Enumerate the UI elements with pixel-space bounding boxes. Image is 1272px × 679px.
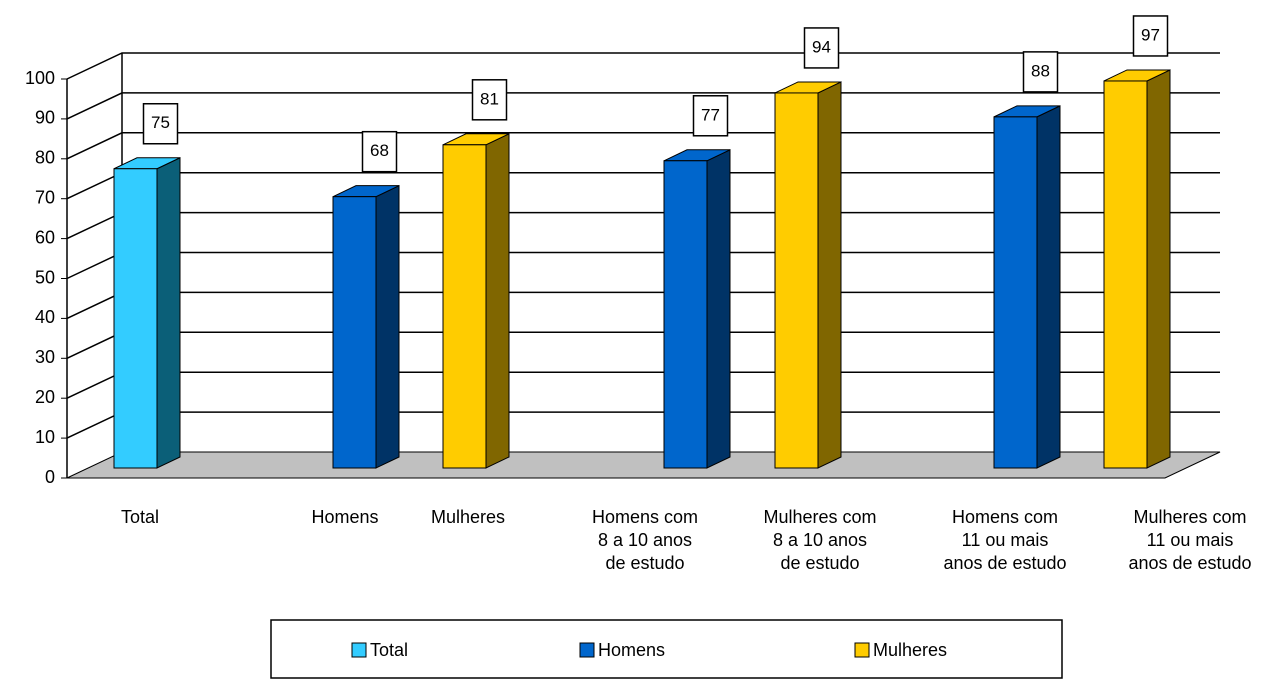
legend-label: Total bbox=[370, 640, 408, 660]
bar-side bbox=[375, 184, 400, 469]
value-label: 94 bbox=[812, 37, 831, 56]
value-label: 81 bbox=[480, 89, 499, 108]
y-tick-label: 60 bbox=[35, 227, 55, 247]
bar bbox=[663, 160, 708, 469]
y-tick-label: 80 bbox=[35, 148, 55, 168]
bar bbox=[442, 144, 487, 469]
value-label-box bbox=[1132, 15, 1169, 57]
value-label-box bbox=[692, 95, 729, 137]
bar bbox=[993, 116, 1038, 469]
value-label-box bbox=[471, 79, 508, 121]
value-label: 77 bbox=[701, 105, 720, 124]
legend-swatch bbox=[854, 642, 870, 658]
bar-side bbox=[817, 81, 842, 469]
value-label: 97 bbox=[1141, 25, 1160, 44]
x-tick-label: Homens com bbox=[952, 507, 1058, 527]
y-tick-label: 50 bbox=[35, 267, 55, 287]
bar-side bbox=[156, 156, 181, 469]
y-tick-label: 30 bbox=[35, 347, 55, 367]
x-tick-label: Mulheres com bbox=[1133, 507, 1246, 527]
x-tick-label: Mulheres bbox=[431, 507, 505, 527]
legend-swatch bbox=[579, 642, 595, 658]
x-tick-label: Total bbox=[121, 507, 159, 527]
bar-side bbox=[706, 148, 731, 469]
y-tick-label: 20 bbox=[35, 387, 55, 407]
legend-label: Homens bbox=[598, 640, 665, 660]
x-tick-label: de estudo bbox=[780, 553, 859, 573]
x-tick-label: 11 ou mais bbox=[962, 530, 1049, 550]
legend-swatch bbox=[351, 642, 367, 658]
legend bbox=[270, 619, 1063, 679]
bar bbox=[774, 92, 819, 469]
value-label-box bbox=[361, 130, 398, 173]
x-tick-label: 11 ou mais bbox=[1147, 530, 1234, 550]
x-tick-label: de estudo bbox=[605, 553, 684, 573]
legend-label: Mulheres bbox=[873, 640, 947, 660]
x-tick-label: anos de estudo bbox=[943, 553, 1066, 573]
x-tick-label: Mulheres com bbox=[763, 507, 876, 527]
y-tick-label: 100 bbox=[25, 68, 55, 88]
x-tick-label: Homens com bbox=[592, 507, 698, 527]
bar bbox=[113, 168, 158, 469]
y-tick-label: 70 bbox=[35, 187, 55, 207]
y-tick-label: 0 bbox=[45, 467, 55, 487]
bar-side bbox=[1146, 69, 1171, 469]
x-tick-label: anos de estudo bbox=[1128, 553, 1251, 573]
value-label: 68 bbox=[370, 141, 389, 160]
y-tick-label: 40 bbox=[35, 307, 55, 327]
y-tick-label: 10 bbox=[35, 427, 55, 447]
y-tick-label: 90 bbox=[35, 108, 55, 128]
value-label: 88 bbox=[1031, 61, 1050, 80]
value-label-box bbox=[803, 27, 840, 69]
x-tick-label: 8 a 10 anos bbox=[773, 530, 867, 550]
bar-side bbox=[1036, 105, 1061, 469]
value-label-box bbox=[1022, 51, 1059, 93]
x-tick-label: Homens bbox=[311, 507, 378, 527]
x-tick-label: 8 a 10 anos bbox=[598, 530, 692, 550]
bar bbox=[332, 196, 377, 469]
value-label-box bbox=[142, 103, 179, 145]
bar-side bbox=[485, 133, 510, 469]
bar bbox=[1103, 80, 1148, 469]
value-label: 75 bbox=[151, 113, 170, 132]
